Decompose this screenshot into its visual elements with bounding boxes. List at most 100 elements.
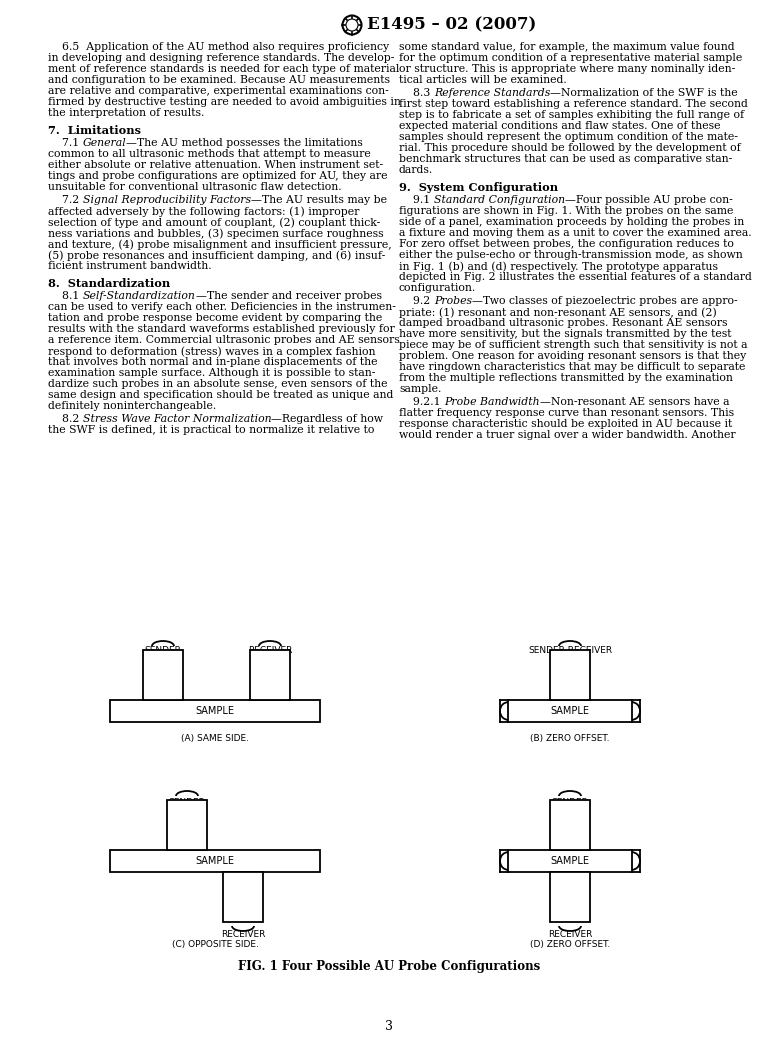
Text: ficient instrument bandwidth.: ficient instrument bandwidth. xyxy=(48,261,212,271)
Text: SAMPLE: SAMPLE xyxy=(195,856,234,866)
Text: and texture, (4) probe misalignment and insufficient pressure,: and texture, (4) probe misalignment and … xyxy=(48,239,392,250)
Text: and configuration to be examined. Because AU measurements: and configuration to be examined. Becaus… xyxy=(48,75,390,85)
Text: a fixture and moving them as a unit to cover the examined area.: a fixture and moving them as a unit to c… xyxy=(399,228,752,238)
Text: common to all ultrasonic methods that attempt to measure: common to all ultrasonic methods that at… xyxy=(48,149,371,159)
Text: dardize such probes in an absolute sense, even sensors of the: dardize such probes in an absolute sense… xyxy=(48,379,387,389)
Text: SAMPLE: SAMPLE xyxy=(195,706,234,716)
Text: SENDER: SENDER xyxy=(552,798,588,807)
Text: from the multiple reflections transmitted by the examination: from the multiple reflections transmitte… xyxy=(399,373,733,383)
Bar xyxy=(550,872,590,922)
Text: samples should represent the optimum condition of the mate-: samples should represent the optimum con… xyxy=(399,132,738,142)
Text: RECEIVER: RECEIVER xyxy=(248,646,293,655)
Text: General: General xyxy=(82,138,127,148)
Text: or structure. This is appropriate where many nominally iden-: or structure. This is appropriate where … xyxy=(399,64,735,74)
Text: step is to fabricate a set of samples exhibiting the full range of: step is to fabricate a set of samples ex… xyxy=(399,110,744,120)
Text: —Non-resonant AE sensors have a: —Non-resonant AE sensors have a xyxy=(540,397,729,407)
Text: respond to deformation (stress) waves in a complex fashion: respond to deformation (stress) waves in… xyxy=(48,346,376,357)
Text: benchmark structures that can be used as comparative stan-: benchmark structures that can be used as… xyxy=(399,154,732,164)
Text: tation and probe response become evident by comparing the: tation and probe response become evident… xyxy=(48,313,382,323)
Text: SENDER: SENDER xyxy=(169,798,205,807)
Text: (C) OPPOSITE SIDE.: (C) OPPOSITE SIDE. xyxy=(172,940,258,949)
Text: —Four possible AU probe con-: —Four possible AU probe con- xyxy=(565,195,733,205)
Text: either absolute or relative attenuation. When instrument set-: either absolute or relative attenuation.… xyxy=(48,160,383,170)
Text: expected material conditions and flaw states. One of these: expected material conditions and flaw st… xyxy=(399,121,720,131)
Text: affected adversely by the following factors: (1) improper: affected adversely by the following fact… xyxy=(48,206,359,217)
Text: dards.: dards. xyxy=(399,166,433,175)
Text: in developing and designing reference standards. The develop-: in developing and designing reference st… xyxy=(48,53,394,64)
Text: 7.  Limitations: 7. Limitations xyxy=(48,125,141,136)
Text: can be used to verify each other. Deficiencies in the instrumen-: can be used to verify each other. Defici… xyxy=(48,302,396,312)
Bar xyxy=(250,650,290,700)
Text: that involves both normal and in-plane displacements of the: that involves both normal and in-plane d… xyxy=(48,357,377,367)
Bar xyxy=(223,872,263,922)
Text: unsuitable for conventional ultrasonic flaw detection.: unsuitable for conventional ultrasonic f… xyxy=(48,182,342,192)
Text: response characteristic should be exploited in AU because it: response characteristic should be exploi… xyxy=(399,418,732,429)
Text: SENDER: SENDER xyxy=(145,646,181,655)
Text: 8.3: 8.3 xyxy=(399,88,434,98)
Text: a reference item. Commercial ultrasonic probes and AE sensors: a reference item. Commercial ultrasonic … xyxy=(48,335,400,345)
Text: 7.2: 7.2 xyxy=(48,195,82,205)
Text: E1495 – 02 (2007): E1495 – 02 (2007) xyxy=(367,17,536,33)
Text: figurations are shown in Fig. 1. With the probes on the same: figurations are shown in Fig. 1. With th… xyxy=(399,206,734,215)
Text: FIG. 1 Four Possible AU Probe Configurations: FIG. 1 Four Possible AU Probe Configurat… xyxy=(238,960,540,973)
Bar xyxy=(167,799,207,850)
Text: have ringdown characteristics that may be difficult to separate: have ringdown characteristics that may b… xyxy=(399,362,745,372)
Text: flatter frequency response curve than resonant sensors. This: flatter frequency response curve than re… xyxy=(399,408,734,418)
Text: (5) probe resonances and insufficient damping, and (6) insuf-: (5) probe resonances and insufficient da… xyxy=(48,250,385,260)
Text: tings and probe configurations are optimized for AU, they are: tings and probe configurations are optim… xyxy=(48,171,387,181)
Text: definitely noninterchangeable.: definitely noninterchangeable. xyxy=(48,401,216,411)
Text: ment of reference standards is needed for each type of material: ment of reference standards is needed fo… xyxy=(48,64,399,74)
Text: rial. This procedure should be followed by the development of: rial. This procedure should be followed … xyxy=(399,143,741,153)
Text: (A) SAME SIDE.: (A) SAME SIDE. xyxy=(181,734,249,743)
Text: examination sample surface. Although it is possible to stan-: examination sample surface. Although it … xyxy=(48,369,375,378)
Bar xyxy=(110,700,320,722)
Text: selection of type and amount of couplant, (2) couplant thick-: selection of type and amount of couplant… xyxy=(48,217,380,228)
Text: Probe Bandwidth: Probe Bandwidth xyxy=(444,397,540,407)
Text: (B) ZERO OFFSET.: (B) ZERO OFFSET. xyxy=(531,734,610,743)
Text: 9.2: 9.2 xyxy=(399,296,434,306)
Text: tical articles will be examined.: tical articles will be examined. xyxy=(399,75,566,85)
Text: configuration.: configuration. xyxy=(399,283,476,293)
Text: —The AU method possesses the limitations: —The AU method possesses the limitations xyxy=(127,138,363,148)
Text: either the pulse-echo or through-transmission mode, as shown: either the pulse-echo or through-transmi… xyxy=(399,250,743,260)
Text: SENDER-RECEIVER: SENDER-RECEIVER xyxy=(528,646,612,655)
Text: (D) ZERO OFFSET.: (D) ZERO OFFSET. xyxy=(530,940,610,949)
Text: same design and specification should be treated as unique and: same design and specification should be … xyxy=(48,390,394,400)
Text: problem. One reason for avoiding resonant sensors is that they: problem. One reason for avoiding resonan… xyxy=(399,351,746,361)
Text: Signal Reproducibility Factors: Signal Reproducibility Factors xyxy=(82,195,251,205)
Text: SAMPLE: SAMPLE xyxy=(551,706,590,716)
Text: —The sender and receiver probes: —The sender and receiver probes xyxy=(196,291,382,301)
Text: 8.  Standardization: 8. Standardization xyxy=(48,278,170,289)
Text: firmed by destructive testing are needed to avoid ambiguities in: firmed by destructive testing are needed… xyxy=(48,97,401,107)
Bar xyxy=(550,799,590,850)
Text: —Two classes of piezoelectric probes are appro-: —Two classes of piezoelectric probes are… xyxy=(472,296,738,306)
Text: 8.2: 8.2 xyxy=(48,414,83,424)
Text: SAMPLE: SAMPLE xyxy=(551,856,590,866)
Text: for the optimum condition of a representative material sample: for the optimum condition of a represent… xyxy=(399,53,742,64)
Text: 8.1: 8.1 xyxy=(48,291,83,301)
Text: Standard Configuration: Standard Configuration xyxy=(434,195,565,205)
Text: 7.1: 7.1 xyxy=(48,138,82,148)
Text: the interpretation of results.: the interpretation of results. xyxy=(48,108,205,118)
Text: damped broadband ultrasonic probes. Resonant AE sensors: damped broadband ultrasonic probes. Reso… xyxy=(399,318,727,328)
Text: have more sensitivity, but the signals transmitted by the test: have more sensitivity, but the signals t… xyxy=(399,329,731,339)
Text: sample.: sample. xyxy=(399,384,441,393)
Text: some standard value, for example, the maximum value found: some standard value, for example, the ma… xyxy=(399,42,734,52)
Text: Reference Standards: Reference Standards xyxy=(434,88,550,98)
Text: the SWF is defined, it is practical to normalize it relative to: the SWF is defined, it is practical to n… xyxy=(48,425,374,435)
Text: priate: (1) resonant and non-resonant AE sensors, and (2): priate: (1) resonant and non-resonant AE… xyxy=(399,307,717,318)
Text: —The AU results may be: —The AU results may be xyxy=(251,195,387,205)
Bar xyxy=(550,650,590,700)
Text: would render a truer signal over a wider bandwidth. Another: would render a truer signal over a wider… xyxy=(399,430,736,440)
Text: Self-Standardization: Self-Standardization xyxy=(83,291,196,301)
Text: 9.  System Configuration: 9. System Configuration xyxy=(399,182,558,193)
Text: —Regardless of how: —Regardless of how xyxy=(272,414,384,424)
Text: 6.5  Application of the AU method also requires proficiency: 6.5 Application of the AU method also re… xyxy=(48,42,389,52)
Text: 3: 3 xyxy=(385,1020,393,1033)
Text: Probes: Probes xyxy=(434,296,472,306)
Text: RECEIVER: RECEIVER xyxy=(221,930,265,939)
Text: piece may be of sufficient strength such that sensitivity is not a: piece may be of sufficient strength such… xyxy=(399,340,748,350)
Text: For zero offset between probes, the configuration reduces to: For zero offset between probes, the conf… xyxy=(399,239,734,249)
Text: 9.2.1: 9.2.1 xyxy=(399,397,444,407)
Text: are relative and comparative, experimental examinations con-: are relative and comparative, experiment… xyxy=(48,86,389,96)
